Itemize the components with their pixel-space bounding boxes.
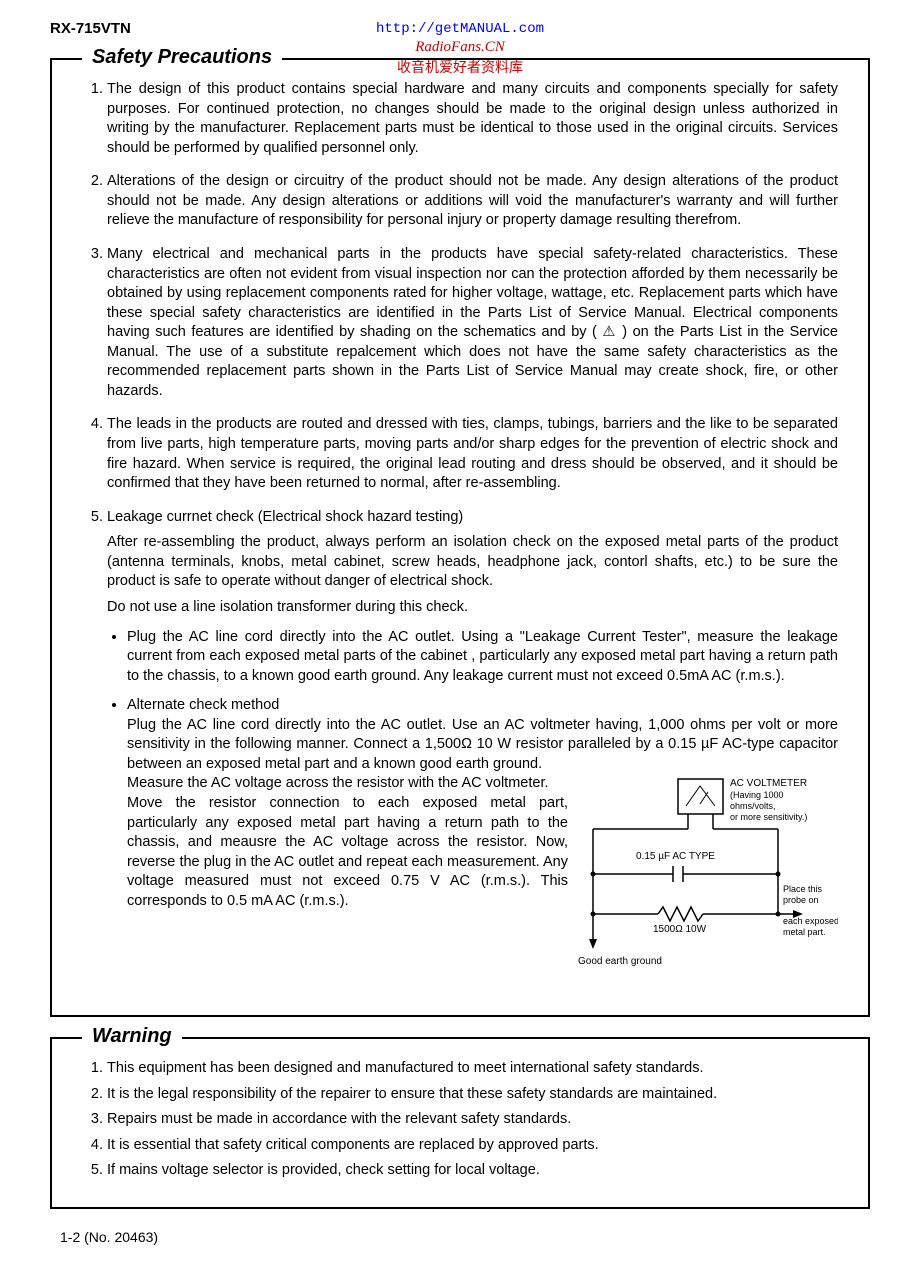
voltmeter-diagram: AC VOLTMETER (Having 1000 ohms/volts, or… [578, 774, 838, 981]
page-footer: 1-2 (No. 20463) [60, 1229, 870, 1245]
safety-item: The leads in the products are routed and… [107, 415, 838, 493]
svg-text:Place this: Place this [783, 884, 823, 894]
model-number: RX-715VTN [50, 20, 131, 37]
item5-body: After re-assembling the product, always … [107, 533, 838, 592]
warning-item: Repairs must be made in accordance with … [107, 1110, 838, 1130]
safety-item: Alterations of the design or circuitry o… [107, 172, 838, 231]
safety-list: The design of this product contains spec… [82, 80, 838, 981]
svg-text:(Having 1000: (Having 1000 [730, 790, 784, 800]
svg-text:metal part.: metal part. [783, 927, 826, 937]
svg-text:1500Ω 10W: 1500Ω 10W [653, 924, 707, 935]
svg-text:ohms/volts,: ohms/volts, [730, 801, 776, 811]
bullet-item: Alternate check method Plug the AC line … [127, 696, 838, 981]
bullet2-side-text: Measure the AC voltage across the resist… [127, 774, 568, 911]
safety-item: The design of this product contains spec… [107, 80, 838, 158]
warning-title: Warning [82, 1025, 182, 1048]
svg-text:Good earth ground: Good earth ground [578, 956, 662, 967]
svg-text:probe on: probe on [783, 895, 819, 905]
safety-title: Safety Precautions [82, 46, 282, 69]
warning-item: It is essential that safety critical com… [107, 1136, 838, 1156]
page-header: RX-715VTN http://getMANUAL.com RadioFans… [50, 20, 870, 38]
warning-item: It is the legal responsibility of the re… [107, 1085, 838, 1105]
safety-item: Many electrical and mechanical parts in … [107, 245, 838, 402]
svg-text:or more sensitivity.): or more sensitivity.) [730, 812, 807, 822]
brand-name: RadioFans.CN [376, 38, 544, 58]
svg-text:0.15 µF AC TYPE: 0.15 µF AC TYPE [636, 851, 715, 862]
warning-item: This equipment has been designed and man… [107, 1059, 838, 1079]
source-url: http://getMANUAL.com [376, 20, 544, 38]
page: RX-715VTN http://getMANUAL.com RadioFans… [0, 0, 920, 1275]
warning-box: Warning This equipment has been designed… [50, 1037, 870, 1209]
item5-bullets: Plug the AC line cord directly into the … [107, 628, 838, 982]
warning-list: This equipment has been designed and man… [82, 1059, 838, 1181]
item5-title: Leakage currnet check (Electrical shock … [107, 508, 838, 528]
bullet2-body: Plug the AC line cord directly into the … [127, 716, 838, 775]
voltmeter-label: AC VOLTMETER [730, 778, 807, 789]
item5-note: Do not use a line isolation transformer … [107, 598, 838, 618]
circuit-diagram-svg: AC VOLTMETER (Having 1000 ohms/volts, or… [578, 774, 838, 974]
bullet2-title: Alternate check method [127, 696, 838, 716]
diagram-wrap: Measure the AC voltage across the resist… [127, 774, 838, 981]
bullet-item: Plug the AC line cord directly into the … [127, 628, 838, 687]
safety-precautions-box: Safety Precautions The design of this pr… [50, 58, 870, 1017]
svg-text:each exposed: each exposed [783, 916, 838, 926]
warning-item: If mains voltage selector is provided, c… [107, 1161, 838, 1181]
safety-item-5: Leakage currnet check (Electrical shock … [107, 508, 838, 981]
